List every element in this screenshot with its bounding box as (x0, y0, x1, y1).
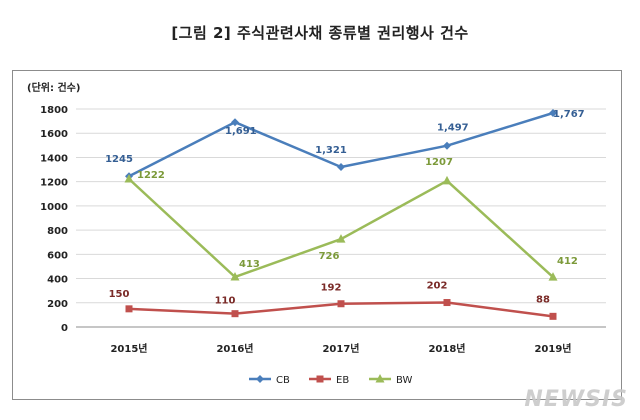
eb-data-label: 192 (321, 283, 342, 294)
x-tick-label: 2018년 (428, 342, 465, 355)
eb-legend-label: EB (336, 375, 349, 386)
chart-frame: (단위: 건수) 0 200 400 600 800 1000 1200 1400 1600 180… (12, 70, 622, 400)
unit-label: (단위: 건수) (27, 81, 80, 94)
bw-data-label: 1207 (425, 157, 453, 168)
y-tick-label: 1600 (40, 129, 68, 140)
bw-data-label: 413 (239, 259, 260, 270)
x-tick-label: 2015년 (110, 342, 147, 355)
y-tick-label: 1200 (40, 178, 68, 189)
x-tick-label: 2016년 (216, 342, 253, 355)
bw-series-line (128, 178, 554, 279)
x-tick-label: 2019년 (534, 342, 571, 355)
bw-data-label: 412 (557, 256, 578, 267)
bw-data-point (124, 174, 134, 183)
cb-data-point (443, 141, 451, 150)
y-tick-label: 1000 (40, 202, 68, 213)
cb-data-label: 1,691 (225, 126, 257, 137)
eb-data-point (337, 300, 345, 308)
eb-data-label: 202 (427, 281, 448, 292)
bw-data-point (230, 271, 240, 281)
y-tick-label: 1800 (40, 105, 68, 116)
y-tick-label: 400 (47, 275, 68, 286)
eb-data-label: 150 (109, 289, 130, 300)
bw-legend-marker (375, 374, 385, 383)
eb-legend-marker (316, 375, 324, 383)
cb-data-point (231, 118, 239, 127)
line-chart: (단위: 건수) 0 200 400 600 800 1000 1200 1400 1600 180… (27, 81, 606, 386)
bw-data-point (548, 272, 558, 281)
cb-legend-marker (256, 375, 264, 383)
cb-data-label: 1,321 (315, 145, 347, 156)
cb-data-point (549, 108, 557, 117)
cb-data-label: 1,767 (553, 109, 585, 120)
y-tick-label: 0 (61, 323, 68, 334)
eb-data-point (125, 305, 133, 313)
eb-data-label: 88 (536, 294, 550, 305)
bw-data-label: 1222 (137, 170, 165, 181)
bw-data-point (442, 175, 452, 185)
cb-legend-label: CB (276, 375, 290, 386)
x-tick-label: 2017년 (322, 342, 359, 355)
chart-title: [그림 2] 주식관련사채 종류별 권리행사 건수 (171, 24, 469, 42)
eb-data-point (549, 312, 557, 320)
cb-data-label: 1245 (105, 154, 133, 165)
watermark-logo: NEWSIS (524, 387, 628, 412)
y-tick-label: 800 (47, 226, 68, 237)
eb-data-point (231, 310, 239, 318)
eb-data-point (443, 299, 451, 307)
cb-data-label: 1,497 (437, 123, 469, 134)
y-tick-label: 1400 (40, 153, 68, 164)
bw-data-label: 726 (319, 251, 340, 262)
bw-data-point (336, 234, 346, 243)
cb-data-point (337, 163, 345, 172)
y-tick-label: 200 (47, 299, 68, 310)
eb-data-label: 110 (215, 296, 236, 307)
y-tick-label: 600 (47, 250, 68, 261)
bw-legend-label: BW (396, 375, 413, 386)
